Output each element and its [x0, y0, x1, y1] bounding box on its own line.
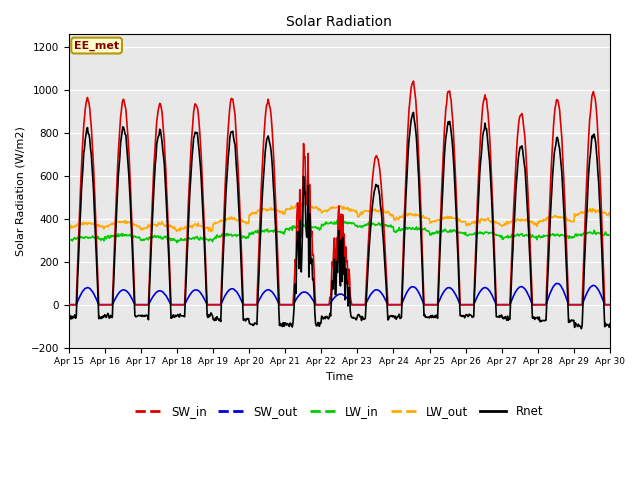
Rnet — [185, 205, 193, 211]
LW_in — [606, 232, 614, 238]
LW_out — [65, 225, 72, 230]
SW_in — [422, 302, 429, 308]
SW_in — [606, 302, 614, 308]
X-axis label: Time: Time — [326, 372, 353, 382]
Rnet — [422, 314, 429, 320]
Rnet — [214, 316, 221, 322]
LW_out — [300, 200, 308, 206]
LW_out — [173, 228, 181, 234]
LW_out — [422, 215, 430, 221]
Rnet — [75, 258, 83, 264]
Rnet — [131, 293, 138, 299]
SW_out — [553, 280, 561, 286]
SW_out — [65, 302, 72, 308]
SW_out — [606, 302, 614, 308]
Legend: SW_in, SW_out, LW_in, LW_out, Rnet: SW_in, SW_out, LW_in, LW_out, Rnet — [131, 400, 548, 423]
LW_out — [131, 222, 138, 228]
Text: EE_met: EE_met — [74, 40, 119, 51]
Rnet — [65, 317, 72, 323]
LW_out — [214, 219, 222, 225]
SW_out — [185, 293, 193, 299]
Title: Solar Radiation: Solar Radiation — [286, 15, 392, 29]
Line: SW_out: SW_out — [68, 283, 610, 305]
SW_in — [214, 302, 221, 308]
Line: SW_in: SW_in — [68, 81, 610, 305]
Rnet — [410, 109, 417, 115]
SW_in — [410, 78, 417, 84]
LW_in — [65, 240, 72, 245]
LW_out — [75, 220, 83, 226]
LW_in — [406, 225, 414, 231]
LW_out — [406, 211, 414, 216]
Rnet — [405, 137, 413, 143]
Line: Rnet: Rnet — [68, 112, 610, 329]
LW_in — [131, 233, 138, 239]
SW_in — [405, 107, 413, 113]
Line: LW_out: LW_out — [68, 203, 610, 231]
LW_in — [186, 236, 194, 242]
SW_out — [405, 286, 413, 292]
SW_in — [185, 185, 193, 191]
SW_in — [65, 302, 72, 308]
SW_out — [131, 300, 138, 306]
LW_in — [333, 217, 341, 223]
LW_in — [75, 235, 83, 240]
Rnet — [577, 326, 585, 332]
SW_in — [131, 280, 138, 286]
LW_in — [422, 228, 430, 233]
LW_out — [606, 214, 614, 219]
LW_out — [186, 224, 194, 230]
SW_in — [75, 239, 83, 244]
Rnet — [606, 321, 614, 326]
SW_out — [421, 302, 429, 308]
SW_out — [75, 297, 83, 302]
SW_out — [214, 302, 221, 308]
Y-axis label: Solar Radiation (W/m2): Solar Radiation (W/m2) — [15, 126, 25, 256]
Line: LW_in: LW_in — [68, 220, 610, 243]
LW_in — [214, 234, 222, 240]
LW_in — [173, 240, 181, 246]
